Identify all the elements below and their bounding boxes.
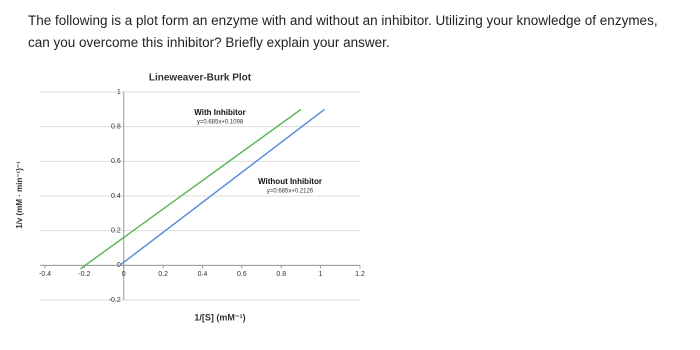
x-tick-label: 0.8	[276, 271, 286, 278]
y-axis-label: 1/v (mM · min⁻¹)⁻¹	[15, 161, 24, 229]
legend-label: With Inhibitor	[194, 108, 245, 117]
equation-label: y=0.685x+0.1098	[197, 120, 244, 126]
x-tick-label: 0.4	[198, 271, 208, 278]
series-line	[119, 108, 326, 266]
equation-label: y=0.685x+0.2126	[267, 189, 314, 195]
x-tick-label: -0.4	[39, 271, 51, 278]
y-tick-label: 1	[117, 89, 121, 96]
x-tick-label: 0	[122, 271, 126, 278]
question-text: The following is a plot form an enzyme w…	[28, 13, 658, 50]
x-tick-label: -0.2	[78, 271, 90, 278]
y-tick-label: 0.8	[111, 124, 121, 131]
y-tick-label: 0.2	[111, 228, 121, 235]
x-tick-label: 1	[319, 271, 323, 278]
chart-title: Lineweaver-Burk Plot	[149, 73, 252, 84]
x-tick-label: 1.2	[355, 271, 365, 278]
y-tick-label: 0.6	[111, 158, 121, 165]
x-tick-label: 0.2	[158, 271, 168, 278]
legend-label: Without Inhibitor	[258, 177, 322, 186]
series-line	[79, 108, 302, 270]
y-tick-label: -0.2	[109, 297, 121, 304]
y-tick-label: 0.4	[111, 193, 121, 200]
x-tick-label: 0.6	[237, 271, 247, 278]
x-axis-label: 1/[S] (mM⁻¹)	[194, 312, 245, 322]
